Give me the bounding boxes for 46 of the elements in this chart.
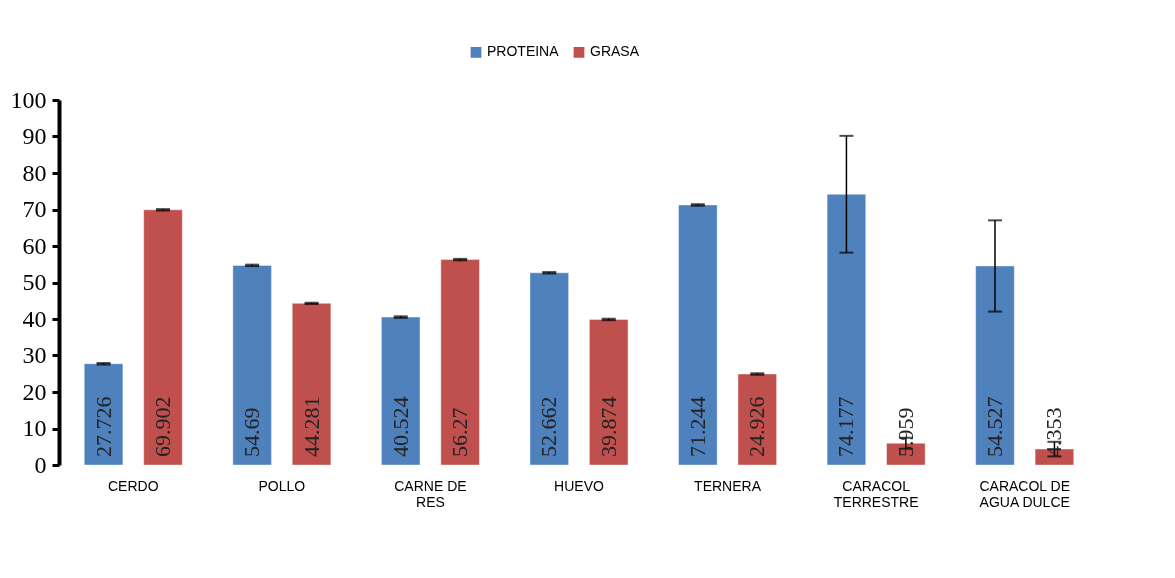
bar — [737, 373, 778, 466]
bar — [380, 316, 421, 466]
y-tick-label: 0 — [34, 451, 47, 478]
bar — [826, 193, 867, 466]
data-label: 52.662 — [536, 396, 562, 457]
x-tick-label: HUEVO — [554, 477, 604, 494]
bar — [143, 209, 183, 466]
bar — [588, 318, 629, 466]
x-tick-label: CARACOL TERRESTRE — [833, 477, 919, 510]
data-label: 56.27 — [447, 407, 473, 457]
y-tick-label: 10 — [22, 415, 47, 441]
y-tick-label: 20 — [22, 378, 47, 405]
y-tick-label: 70 — [22, 196, 47, 222]
x-tick-label: CARACOL DE AGUA DULCE — [979, 477, 1070, 510]
data-label: 54.527 — [982, 396, 1007, 457]
bar — [232, 264, 272, 466]
data-label: 5.959 — [892, 407, 918, 457]
bar — [291, 302, 332, 466]
x-tick-label: TERNERA — [694, 477, 762, 494]
y-tick-label: 50 — [22, 269, 47, 295]
legend-label: GRASA — [590, 43, 640, 60]
y-tick-label: 30 — [22, 342, 47, 368]
y-tick-label: 60 — [22, 232, 47, 259]
y-tick-label: 40 — [22, 305, 47, 332]
x-tick-label: CERDO — [108, 477, 159, 494]
data-label: 71.244 — [684, 396, 710, 457]
data-label: 4.353 — [1041, 407, 1067, 457]
data-label: 24.926 — [744, 396, 770, 457]
data-label: 54.69 — [239, 407, 265, 457]
bar — [975, 265, 1015, 466]
data-label: 74.177 — [833, 396, 859, 457]
legend-label: PROTEINA — [487, 43, 560, 60]
bar — [83, 363, 124, 466]
data-label: 44.281 — [298, 396, 324, 457]
data-label: 40.524 — [387, 396, 413, 457]
bar — [440, 259, 480, 466]
data-label: 27.726 — [90, 396, 116, 457]
y-tick-label: 90 — [22, 123, 47, 149]
x-tick-label: CARNE DE RES — [394, 477, 467, 510]
bar — [529, 272, 570, 466]
y-tick-label: 80 — [22, 159, 47, 186]
data-label: 69.902 — [150, 396, 175, 457]
data-label: 39.874 — [595, 396, 621, 457]
bar — [678, 204, 718, 466]
y-tick-label: 100 — [10, 86, 47, 113]
x-tick-label: POLLO — [258, 477, 306, 494]
